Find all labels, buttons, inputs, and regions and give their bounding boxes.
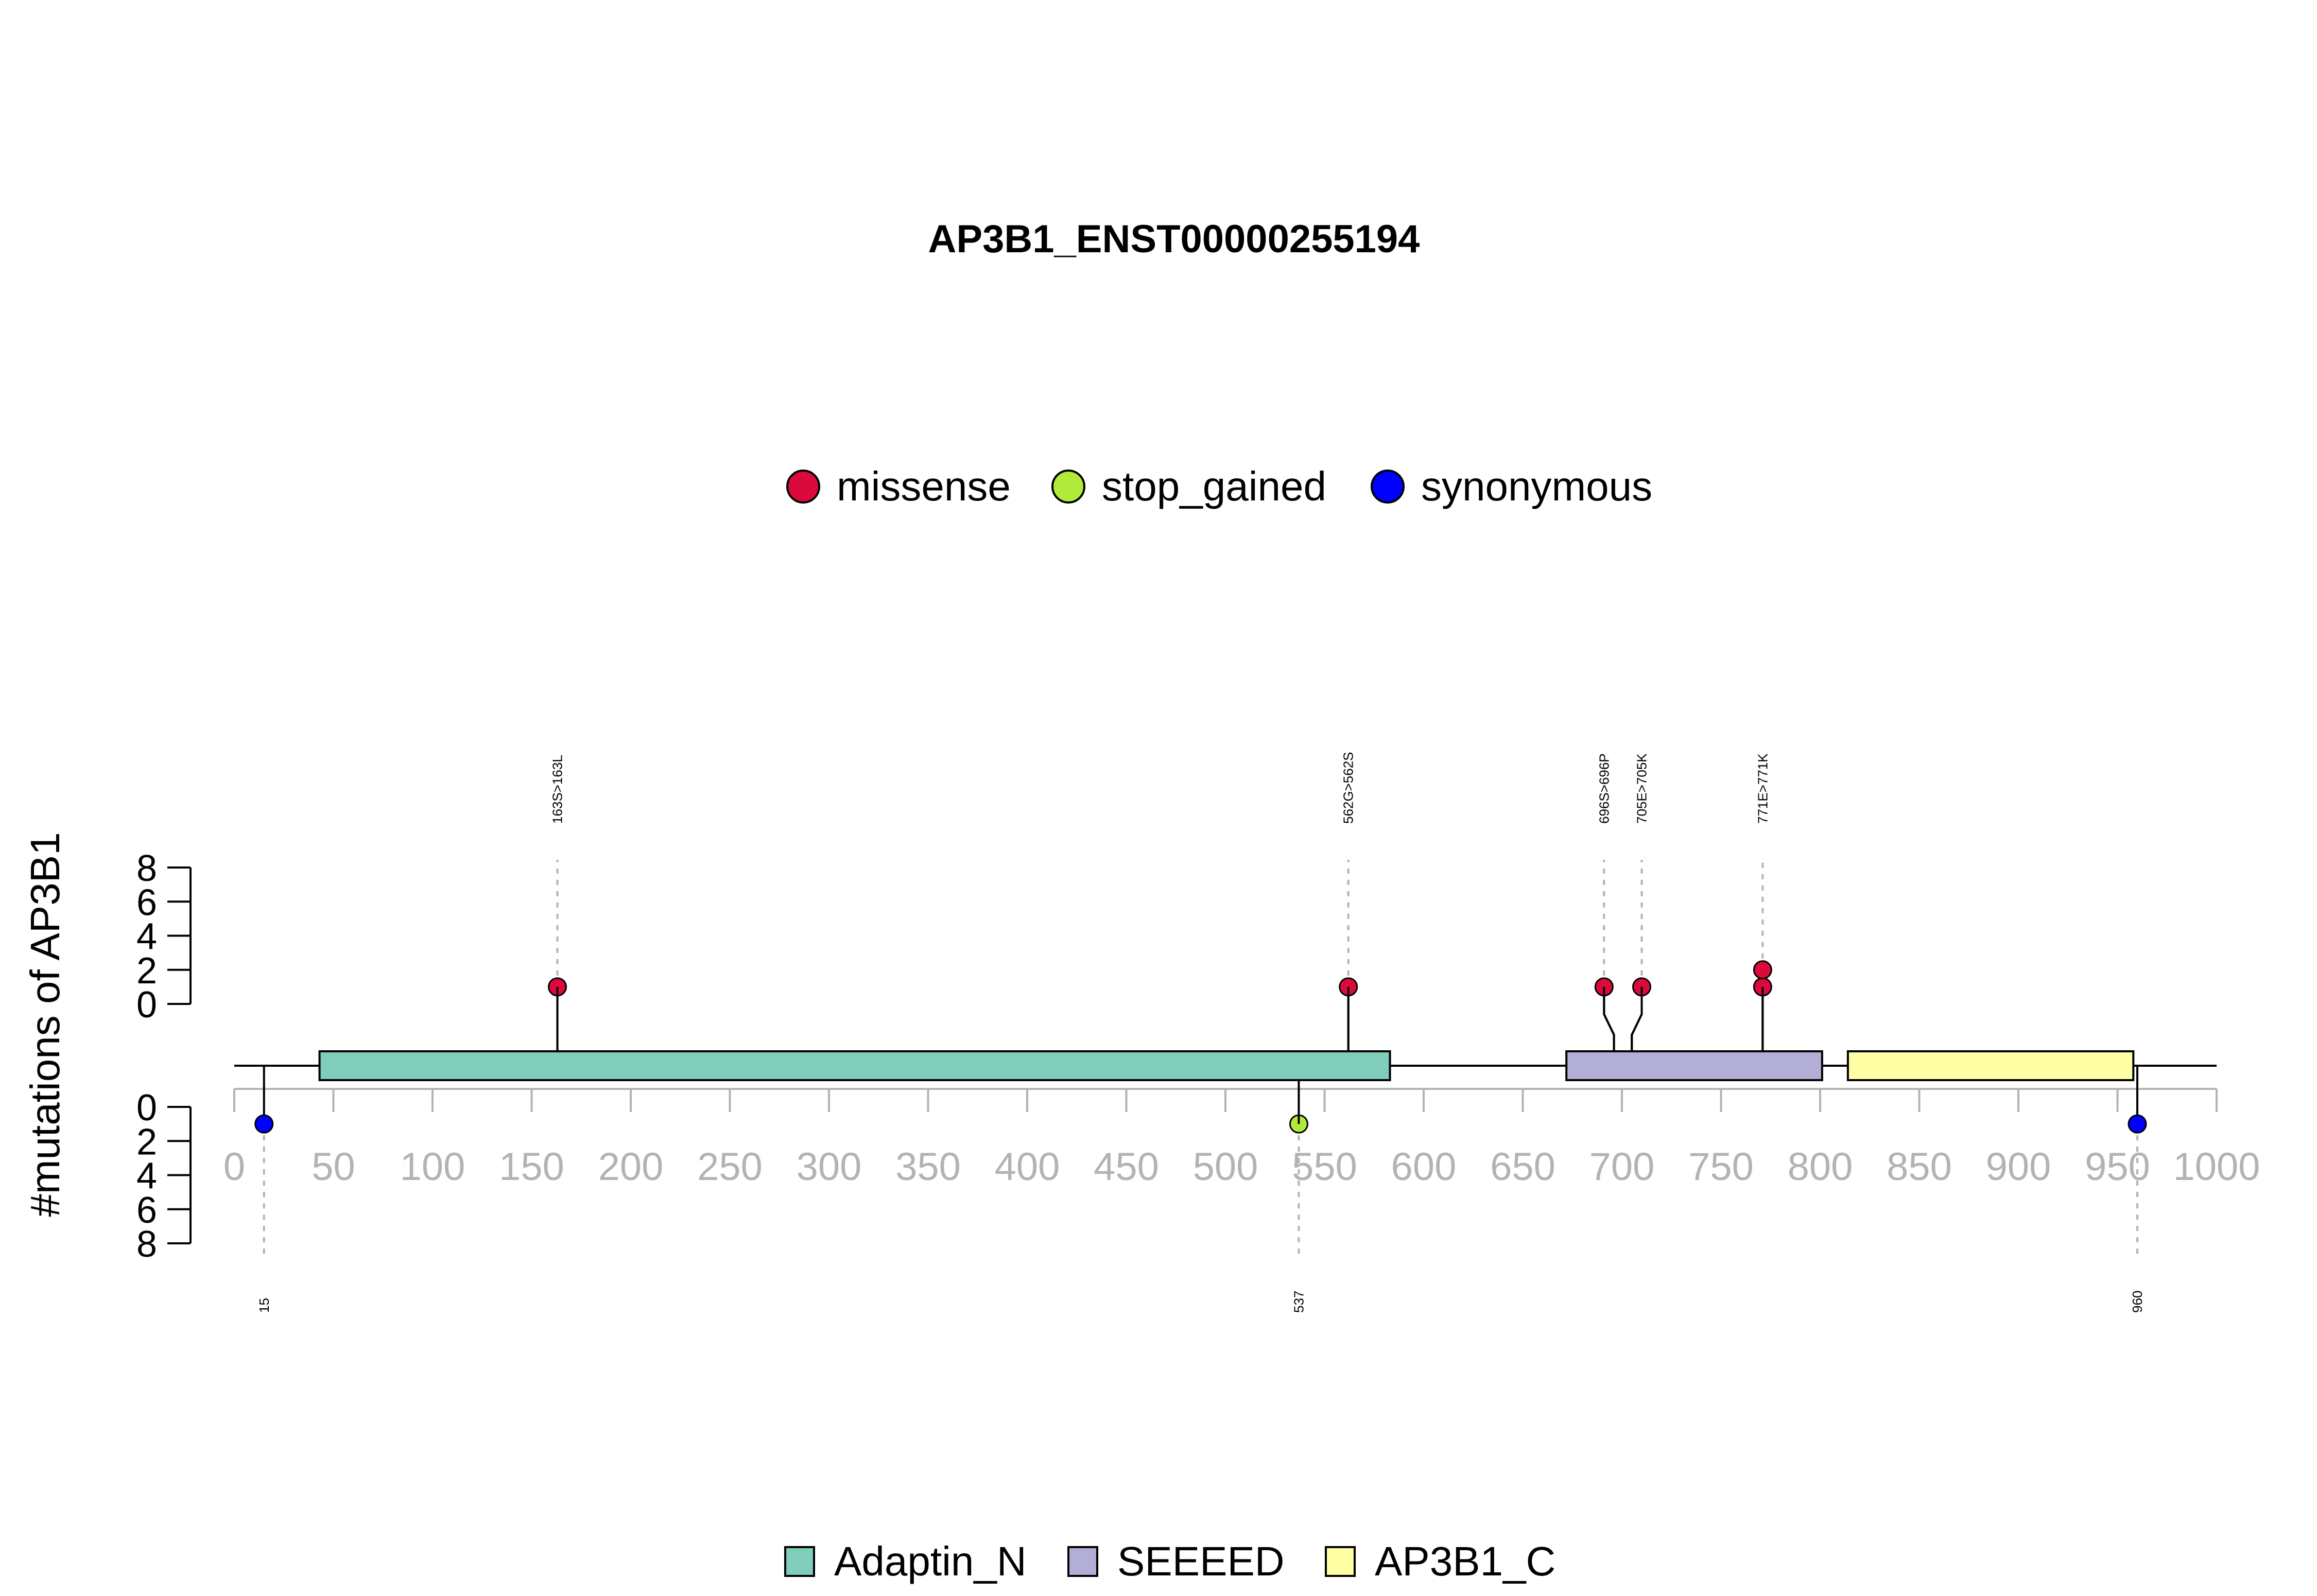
chart-title: AP3B1_ENST00000255194 xyxy=(928,217,1420,261)
x-tick-label: 450 xyxy=(1094,1145,1159,1189)
x-tick-label: 950 xyxy=(2085,1145,2150,1189)
domain-legend-label-seeeed: SEEEED xyxy=(1117,1538,1285,1584)
mutation-label: 562G>562S xyxy=(1341,752,1356,824)
legend-marker-stop-gained xyxy=(1051,470,1085,504)
y-tick-bottom-label: 6 xyxy=(136,1190,157,1231)
mutation-stem-overlay xyxy=(1631,986,1643,1051)
y-tick-bottom-label: 0 xyxy=(136,1087,157,1129)
x-tick-label: 650 xyxy=(1490,1145,1555,1189)
domain-seeeed xyxy=(1565,1050,1823,1081)
mutation-stem-overlay xyxy=(1603,986,1615,1051)
x-tick-label: 850 xyxy=(1887,1145,1952,1189)
y-axis-label: #mutations of AP3B1 xyxy=(22,832,68,1217)
domain-legend-swatch-adaptin-n xyxy=(784,1546,815,1577)
x-tick-label: 900 xyxy=(1986,1145,2051,1189)
mutation-type-legend: missense stop_gained synonymous xyxy=(786,463,1652,509)
mutation-dot-synonymous xyxy=(254,1114,274,1134)
x-tick-label: 50 xyxy=(312,1145,355,1189)
x-tick-label: 400 xyxy=(995,1145,1060,1189)
y-tick-bottom-label: 4 xyxy=(136,1156,157,1197)
x-tick-label: 250 xyxy=(697,1145,763,1189)
legend-marker-missense xyxy=(786,470,820,504)
legend-label-missense: missense xyxy=(837,463,1011,509)
domain-legend-label-adaptin-n: Adaptin_N xyxy=(834,1538,1027,1584)
domain-ap3b1-c xyxy=(1846,1050,2135,1081)
y-tick-bottom-label: 8 xyxy=(136,1224,157,1265)
x-tick-label: 350 xyxy=(895,1145,961,1189)
mutation-label: 15 xyxy=(256,1298,272,1313)
legend-marker-synonymous xyxy=(1371,470,1405,504)
y-tick-top-label: 2 xyxy=(136,950,157,992)
x-tick-label: 1000 xyxy=(2173,1145,2260,1189)
legend-label-stop-gained: stop_gained xyxy=(1102,463,1326,509)
mutation-dot-synonymous xyxy=(2128,1114,2147,1134)
x-tick-label: 600 xyxy=(1391,1145,1457,1189)
mutation-label: 960 xyxy=(2130,1291,2145,1313)
y-tick-top-label: 0 xyxy=(136,984,157,1026)
x-tick-label: 800 xyxy=(1788,1145,1853,1189)
mutation-label: 696S>696P xyxy=(1596,753,1612,824)
mutation-label: 163S>163L xyxy=(550,755,565,824)
y-tick-bottom-label: 2 xyxy=(136,1121,157,1163)
mutation-label: 537 xyxy=(1291,1291,1306,1313)
domain-legend-label-ap3b1-c: AP3B1_C xyxy=(1375,1538,1555,1584)
x-tick-label: 550 xyxy=(1292,1145,1357,1189)
domain-legend-swatch-ap3b1-c xyxy=(1325,1546,1356,1577)
x-tick-label: 700 xyxy=(1589,1145,1655,1189)
domain-legend-swatch-seeeed xyxy=(1067,1546,1098,1577)
y-tick-top-label: 8 xyxy=(136,848,157,889)
x-tick-label: 150 xyxy=(499,1145,564,1189)
x-tick-label: 500 xyxy=(1193,1145,1258,1189)
legend-label-synonymous: synonymous xyxy=(1421,463,1652,509)
mutation-dot-missense xyxy=(1753,960,1772,980)
x-tick-label: 200 xyxy=(598,1145,664,1189)
x-tick-label: 0 xyxy=(223,1145,245,1189)
x-tick-label: 300 xyxy=(797,1145,862,1189)
mutation-label: 771E>771K xyxy=(1755,753,1770,824)
mutation-label: 705E>705K xyxy=(1634,753,1650,824)
x-tick-label: 100 xyxy=(400,1145,465,1189)
domain-adaptin-n xyxy=(318,1050,1391,1081)
y-tick-top-label: 6 xyxy=(136,882,157,923)
y-tick-top-label: 4 xyxy=(136,916,157,958)
x-tick-label: 750 xyxy=(1688,1145,1754,1189)
domain-legend: Adaptin_N SEEEED AP3B1_C xyxy=(784,1538,1555,1584)
